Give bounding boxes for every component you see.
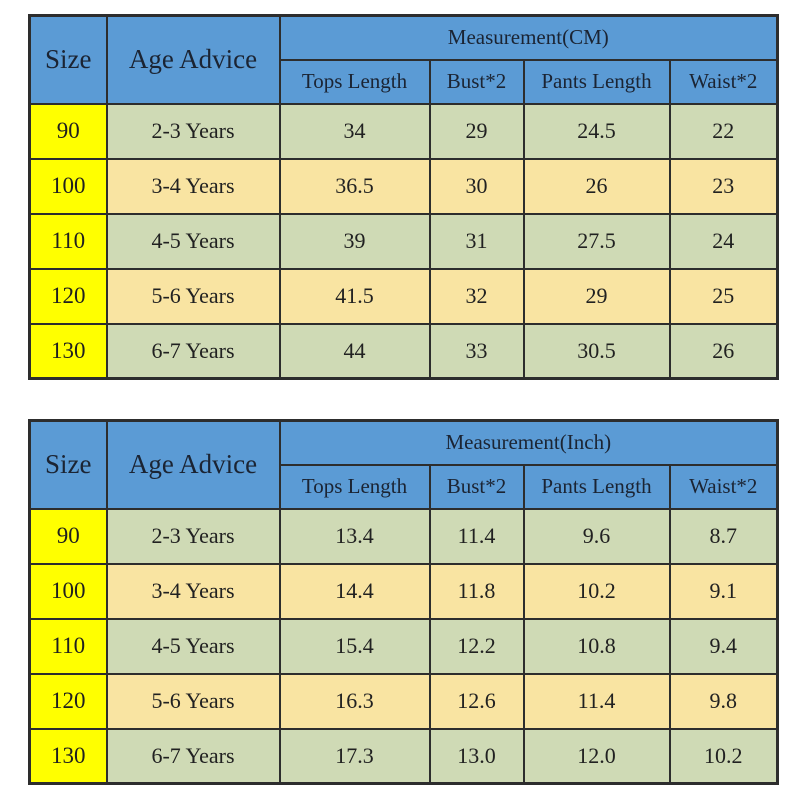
data-cell: 14.4 [278,562,431,620]
data-cell: 9.8 [668,672,779,730]
size-cell: 90 [28,507,108,565]
data-cell: 9.1 [668,562,779,620]
size-cell: 120 [28,267,108,325]
inch-header-size: Size [28,419,108,510]
data-cell: 36.5 [278,157,431,215]
data-cell: 33 [428,322,525,380]
data-cell: 13.4 [278,507,431,565]
size-cell: 110 [28,212,108,270]
data-cell: 9.4 [668,617,779,675]
inch-header-bust: Bust*2 [428,463,525,510]
size-cell: 130 [28,727,108,785]
table-row: 100 3-4 Years 14.4 11.8 10.2 9.1 [28,562,779,620]
table-row: 110 4-5 Years 15.4 12.2 10.8 9.4 [28,617,779,675]
age-cell: 5-6 Years [105,672,281,730]
data-cell: 25 [668,267,779,325]
age-cell: 6-7 Years [105,727,281,785]
data-cell: 39 [278,212,431,270]
table-row: 120 5-6 Years 41.5 32 29 25 [28,267,779,325]
inch-header-measurement-group: Measurement(Inch) [278,419,779,466]
data-cell: 27.5 [522,212,671,270]
age-cell: 3-4 Years [105,562,281,620]
table-row: 110 4-5 Years 39 31 27.5 24 [28,212,779,270]
age-cell: 2-3 Years [105,102,281,160]
data-cell: 8.7 [668,507,779,565]
inch-header-tops-length: Tops Length [278,463,431,510]
data-cell: 10.8 [522,617,671,675]
data-cell: 34 [278,102,431,160]
age-cell: 5-6 Years [105,267,281,325]
data-cell: 13.0 [428,727,525,785]
inch-header-age-advice: Age Advice [105,419,281,510]
cm-header-measurement-group: Measurement(CM) [278,14,779,61]
data-cell: 15.4 [278,617,431,675]
data-cell: 32 [428,267,525,325]
cm-header-age-advice: Age Advice [105,14,281,105]
age-cell: 2-3 Years [105,507,281,565]
size-cell: 130 [28,322,108,380]
table-row: 90 2-3 Years 34 29 24.5 22 [28,102,779,160]
data-cell: 24 [668,212,779,270]
size-cell: 120 [28,672,108,730]
data-cell: 29 [428,102,525,160]
table-row: 90 2-3 Years 13.4 11.4 9.6 8.7 [28,507,779,565]
inch-header-waist: Waist*2 [668,463,779,510]
data-cell: 9.6 [522,507,671,565]
data-cell: 11.4 [428,507,525,565]
data-cell: 24.5 [522,102,671,160]
table-row: 130 6-7 Years 17.3 13.0 12.0 10.2 [28,727,779,785]
data-cell: 11.8 [428,562,525,620]
data-cell: 17.3 [278,727,431,785]
cm-header-size: Size [28,14,108,105]
cm-size-chart-table: Size Age Advice Measurement(CM) Tops Len… [28,14,780,380]
age-cell: 4-5 Years [105,212,281,270]
cm-header-bust: Bust*2 [428,58,525,105]
inch-size-chart-table: Size Age Advice Measurement(Inch) Tops L… [28,419,780,785]
data-cell: 12.6 [428,672,525,730]
data-cell: 26 [522,157,671,215]
table-row: 120 5-6 Years 16.3 12.6 11.4 9.8 [28,672,779,730]
data-cell: 30.5 [522,322,671,380]
table-row: 130 6-7 Years 44 33 30.5 26 [28,322,779,380]
data-cell: 16.3 [278,672,431,730]
table-row: 100 3-4 Years 36.5 30 26 23 [28,157,779,215]
data-cell: 10.2 [668,727,779,785]
data-cell: 26 [668,322,779,380]
data-cell: 31 [428,212,525,270]
data-cell: 44 [278,322,431,380]
data-cell: 41.5 [278,267,431,325]
data-cell: 12.0 [522,727,671,785]
size-cell: 100 [28,562,108,620]
data-cell: 11.4 [522,672,671,730]
age-cell: 6-7 Years [105,322,281,380]
size-cell: 100 [28,157,108,215]
data-cell: 22 [668,102,779,160]
size-cell: 90 [28,102,108,160]
inch-header-pants-length: Pants Length [522,463,671,510]
data-cell: 23 [668,157,779,215]
data-cell: 12.2 [428,617,525,675]
data-cell: 10.2 [522,562,671,620]
age-cell: 3-4 Years [105,157,281,215]
data-cell: 29 [522,267,671,325]
data-cell: 30 [428,157,525,215]
cm-header-tops-length: Tops Length [278,58,431,105]
size-cell: 110 [28,617,108,675]
cm-header-pants-length: Pants Length [522,58,671,105]
cm-header-waist: Waist*2 [668,58,779,105]
age-cell: 4-5 Years [105,617,281,675]
